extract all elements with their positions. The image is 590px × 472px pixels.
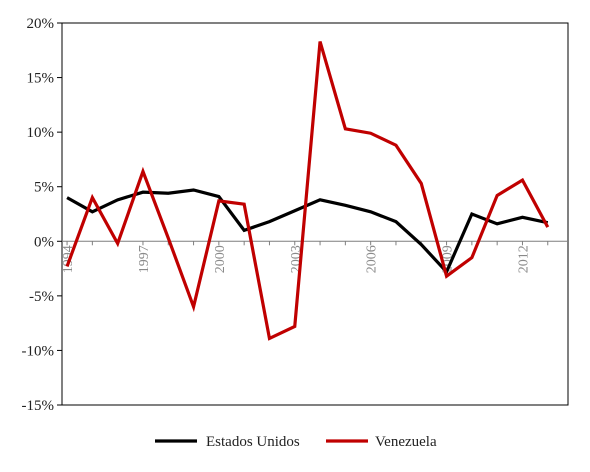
- x-tick-label: 2012: [516, 245, 531, 273]
- legend: Estados Unidos Venezuela: [155, 434, 437, 450]
- y-tick-label: 15%: [27, 71, 55, 87]
- y-tick-label: 5%: [34, 180, 54, 196]
- y-tick-label: -10%: [22, 343, 55, 359]
- x-tick-label: 1997: [137, 245, 152, 273]
- y-tick-label: 0%: [34, 234, 54, 250]
- legend-label: Estados Unidos: [206, 434, 300, 450]
- y-tick-label: -15%: [22, 398, 55, 414]
- plot-area-border: [61, 22, 569, 406]
- y-tick-label: -5%: [29, 289, 54, 305]
- y-tick-label: 20%: [27, 16, 55, 32]
- x-tick-label: 2006: [365, 245, 380, 273]
- y-tick-label: 10%: [27, 125, 55, 141]
- legend-label: Venezuela: [375, 434, 437, 450]
- series-line-venezuela: [65, 41, 550, 341]
- series-line-estados-unidos: [66, 188, 549, 275]
- x-tick-label: 2000: [213, 245, 228, 273]
